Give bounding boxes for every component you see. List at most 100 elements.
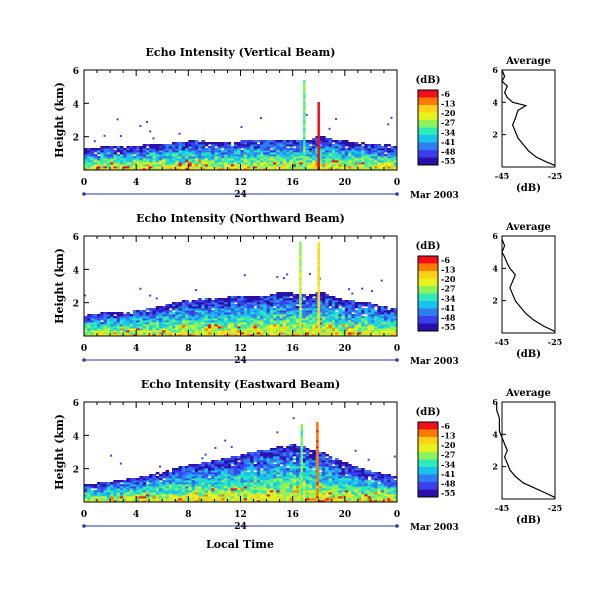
heatmap-cell: [393, 152, 398, 155]
heatmap-cell: [322, 314, 326, 317]
heatmap-spike-cell: [303, 104, 306, 107]
heatmap-cell: [325, 470, 329, 473]
heatmap-cell: [273, 470, 277, 473]
heatmap-cell: [377, 146, 382, 149]
heatmap-cell: [214, 462, 219, 465]
heatmap-cell: [338, 482, 342, 485]
heatmap-cell: [132, 316, 137, 319]
heatmap-cell: [132, 146, 137, 149]
heatmap-cell: [211, 316, 215, 319]
heatmap-cell: [390, 310, 395, 313]
heatmap-cell: [211, 486, 215, 489]
heatmap-cell: [276, 484, 281, 487]
heatmap-spike-cell: [317, 244, 320, 247]
heatmap-cell: [201, 326, 206, 329]
heatmap-cell: [136, 148, 140, 151]
heatmap-cell: [312, 310, 316, 313]
colorbar-swatch: [418, 90, 438, 98]
heatmap-cell: [302, 322, 307, 325]
heatmap-cell: [361, 332, 365, 335]
heatmap-cell: [240, 496, 245, 499]
heatmap-cell: [158, 330, 163, 333]
heatmap-cell: [110, 490, 114, 493]
heatmap-cell: [305, 310, 310, 313]
heatmap-cell: [348, 492, 352, 495]
heatmap-cell: [308, 320, 313, 323]
heatmap-cell: [256, 154, 261, 157]
heatmap-cell: [139, 490, 144, 493]
heatmap-cell: [158, 312, 163, 315]
heatmap-cell: [276, 472, 281, 475]
heatmap-cell: [243, 454, 248, 457]
heatmap-cell: [341, 470, 346, 473]
heatmap-cell: [119, 494, 124, 497]
heatmap-cell: [227, 312, 232, 315]
heatmap-cell: [227, 484, 232, 487]
heatmap-cell: [344, 140, 349, 143]
heatmap-cell: [357, 166, 362, 169]
heatmap-cell: [220, 474, 225, 477]
heatmap-cell: [328, 456, 333, 459]
heatmap-cell: [217, 144, 222, 147]
heatmap-cell: [325, 316, 329, 319]
heatmap-cell: [325, 332, 329, 335]
heatmap-cell: [305, 498, 310, 501]
heatmap-cell: [331, 310, 336, 313]
heatmap-cell: [341, 302, 346, 305]
heatmap-cell: [220, 164, 225, 167]
heatmap-cell: [331, 320, 336, 323]
heatmap-cell: [103, 328, 108, 331]
heatmap-cell: [331, 144, 336, 147]
heatmap-cell: [240, 482, 245, 485]
heatmap-cell: [351, 292, 354, 295]
heatmap-cell: [335, 332, 339, 335]
heatmap-cell: [152, 318, 157, 321]
heatmap-cell: [87, 490, 91, 493]
heatmap-cell: [312, 326, 316, 329]
heatmap-cell: [139, 152, 144, 155]
heatmap-cell: [185, 152, 189, 155]
heatmap-cells: [84, 80, 398, 171]
heatmap-cell: [331, 308, 336, 311]
heatmap-cell: [172, 142, 176, 145]
heatmap-cell: [211, 162, 215, 165]
heatmap-spike-cell: [317, 254, 320, 257]
heatmap-cell: [113, 484, 118, 487]
heatmap-cell: [175, 472, 179, 475]
heatmap-cell: [90, 168, 95, 171]
heatmap-cell: [237, 306, 241, 309]
heatmap-cell: [364, 302, 369, 305]
heatmap-cell: [224, 494, 228, 497]
heatmap-cell: [260, 500, 264, 503]
heatmap-cell: [243, 334, 248, 337]
heatmap-cell: [149, 168, 153, 171]
heatmap-cell: [286, 496, 290, 499]
heatmap-cell: [201, 464, 206, 467]
heatmap-cell: [113, 166, 118, 169]
heatmap-cell: [243, 476, 248, 479]
heatmap-cell: [152, 154, 157, 157]
heatmap-cell: [312, 146, 316, 149]
heatmap-cell: [328, 478, 333, 481]
heatmap-spike-cell: [317, 154, 320, 157]
heatmap-cell: [364, 154, 369, 157]
heatmap-spike-cell: [317, 310, 320, 313]
heatmap-cell: [289, 164, 294, 167]
heatmap-cell: [263, 494, 267, 497]
heatmap-cell: [172, 468, 176, 471]
heatmap-cell: [201, 322, 206, 325]
heatmap-cell: [175, 470, 179, 473]
heatmap-cell: [266, 152, 271, 155]
heatmap-cell: [204, 453, 207, 456]
heatmap-cell: [269, 488, 274, 491]
heatmap-cell: [237, 458, 241, 461]
heatmap-cell: [247, 142, 251, 145]
heatmap-cell: [256, 306, 261, 309]
heatmap-cell: [240, 318, 245, 321]
heatmap-cell: [289, 152, 294, 155]
heatmap-cell: [383, 166, 388, 169]
heatmap-cell: [243, 468, 248, 471]
heatmap-cell: [87, 160, 91, 163]
heatmap-cell: [282, 496, 287, 499]
heatmap-spike-cell: [317, 258, 320, 261]
